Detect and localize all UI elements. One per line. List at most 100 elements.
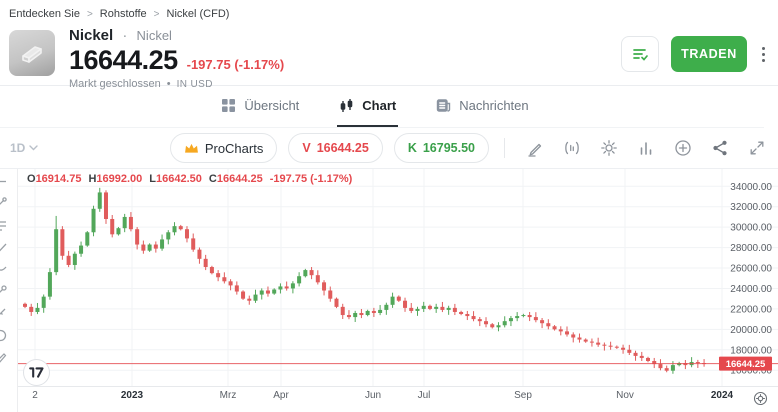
chart-type-icon[interactable] xyxy=(637,139,655,157)
close-key: C xyxy=(208,173,217,185)
breadcrumb-item-current: Nickel (CFD) xyxy=(166,8,230,20)
tab-label: Übersicht xyxy=(244,98,300,113)
more-options-icon[interactable] xyxy=(759,43,768,66)
low-value: 16642.50 xyxy=(156,173,202,185)
price-chart[interactable]: 16000.00 18000.00 20000.00 22000.00 24000.00… xyxy=(0,169,778,412)
open-key: O xyxy=(27,173,36,185)
candlestick-icon xyxy=(340,98,353,112)
market-status: Markt geschlossen xyxy=(69,78,161,90)
close-value: 16644.25 xyxy=(216,173,263,185)
tradingview-logo[interactable] xyxy=(23,359,50,386)
breadcrumb: Entdecken Sie > Rohstoffe > Nickel (CFD) xyxy=(0,0,778,22)
legend-change: -197.75 (-1.17%) xyxy=(269,173,353,185)
share-icon[interactable] xyxy=(711,139,729,157)
tab-uebersicht[interactable]: Übersicht xyxy=(219,86,301,127)
svg-text:26000.00: 26000.00 xyxy=(730,264,772,275)
fullscreen-icon[interactable] xyxy=(748,139,766,157)
trend-line-tool-icon[interactable] xyxy=(0,196,8,211)
watchlist-check-icon xyxy=(633,49,648,61)
tradingview-glyph-icon xyxy=(29,367,44,378)
instrument-logo xyxy=(9,30,55,76)
crosshair-tool-icon[interactable] xyxy=(0,174,8,189)
toolbar-divider xyxy=(504,138,505,158)
instrument-info: Nickel · Nickel 16644.25 -197.75 (-1.17%… xyxy=(69,28,621,91)
svg-text:2: 2 xyxy=(32,390,38,401)
open-value: 16914.75 xyxy=(35,173,82,185)
svg-text:Nov: Nov xyxy=(616,390,634,401)
toolbar-right-group: ProCharts V 16644.25 K 16795.50 xyxy=(169,133,766,163)
drawing-toolbar xyxy=(0,169,18,412)
svg-text:2023: 2023 xyxy=(121,390,144,401)
nickel-beam-icon xyxy=(22,46,42,63)
svg-text:Sep: Sep xyxy=(514,390,532,401)
breadcrumb-separator: > xyxy=(153,8,160,20)
tab-nachrichten[interactable]: Nachrichten xyxy=(434,86,530,127)
chart-tool-icons xyxy=(526,139,766,157)
svg-text:16000.00: 16000.00 xyxy=(730,366,772,377)
high-value: 16992.00 xyxy=(96,173,143,185)
wave-tool-icon[interactable] xyxy=(0,262,8,277)
instrument-subtitle: Nickel xyxy=(136,28,172,43)
svg-text:18000.00: 18000.00 xyxy=(730,345,772,356)
svg-text:30000.00: 30000.00 xyxy=(730,223,772,234)
shape-tool-icon[interactable] xyxy=(0,284,8,299)
price-change: -197.75 (-1.17%) xyxy=(186,57,285,72)
grid-icon xyxy=(222,99,236,112)
svg-text:2024: 2024 xyxy=(711,390,734,401)
sell-price: 16644.25 xyxy=(316,141,369,155)
svg-text:32000.00: 32000.00 xyxy=(730,202,772,213)
news-icon xyxy=(437,99,451,112)
svg-text:34000.00: 34000.00 xyxy=(730,182,772,193)
svg-text:24000.00: 24000.00 xyxy=(730,284,772,295)
svg-text:22000.00: 22000.00 xyxy=(730,304,772,315)
instrument-name: Nickel xyxy=(69,27,114,44)
draw-icon[interactable] xyxy=(526,139,544,157)
sell-price-button[interactable]: V 16644.25 xyxy=(288,133,383,163)
tab-chart[interactable]: Chart xyxy=(337,86,399,127)
market-status-row: Markt geschlossen • IN USD xyxy=(69,78,621,90)
chart-toolbar: 1D ProCharts V 16644.25 K 16795.50 xyxy=(0,128,778,169)
settings-gear-icon[interactable] xyxy=(600,139,618,157)
tab-bar: Übersicht Chart Nachrichten xyxy=(0,86,764,128)
current-price-tag xyxy=(719,356,772,371)
trade-button[interactable]: TRADEN xyxy=(671,36,747,72)
header-divider xyxy=(0,85,778,86)
svg-text:Mrz: Mrz xyxy=(220,390,237,401)
instrument-header: Nickel · Nickel 16644.25 -197.75 (-1.17%… xyxy=(0,22,778,90)
breadcrumb-item-discover[interactable]: Entdecken Sie xyxy=(9,8,80,20)
header-actions: TRADEN xyxy=(621,28,768,72)
axis-settings-icon[interactable] xyxy=(753,391,768,411)
circle-tool-icon[interactable] xyxy=(0,328,8,343)
high-key: H xyxy=(88,173,97,185)
procharts-button[interactable]: ProCharts xyxy=(169,133,278,163)
current-price: 16644.25 xyxy=(69,45,178,75)
candlestick-chart-canvas[interactable]: 16000.00 18000.00 20000.00 22000.00 24000.00… xyxy=(0,169,778,412)
buy-price: 16795.50 xyxy=(422,141,475,155)
indicators-icon[interactable] xyxy=(563,139,581,157)
currency-note: IN USD xyxy=(176,78,213,90)
svg-text:Jul: Jul xyxy=(418,390,431,401)
price-row: 16644.25 -197.75 (-1.17%) xyxy=(69,45,621,76)
buy-price-button[interactable]: K 16795.50 xyxy=(393,133,489,163)
sell-label: V xyxy=(302,141,311,155)
measure-tool-icon[interactable] xyxy=(0,306,8,321)
instrument-title-row: Nickel · Nickel xyxy=(69,28,621,44)
svg-text:28000.00: 28000.00 xyxy=(730,243,772,254)
add-circle-icon[interactable] xyxy=(674,139,692,157)
svg-text:Apr: Apr xyxy=(273,390,289,401)
svg-text:Jun: Jun xyxy=(365,390,381,401)
low-key: L xyxy=(149,173,157,185)
pattern-tool-icon[interactable] xyxy=(0,240,8,255)
svg-text:16644.25: 16644.25 xyxy=(726,359,766,370)
breadcrumb-separator: > xyxy=(86,8,93,20)
brush-tool-icon[interactable] xyxy=(0,350,8,365)
interval-selector[interactable]: 1D xyxy=(10,141,39,155)
crown-icon xyxy=(184,143,198,153)
fib-tool-icon[interactable] xyxy=(0,218,8,233)
breadcrumb-item-commodities[interactable]: Rohstoffe xyxy=(99,8,147,20)
procharts-label: ProCharts xyxy=(204,140,264,156)
tab-label: Nachrichten xyxy=(459,98,529,113)
buy-label: K xyxy=(407,141,417,155)
svg-text:20000.00: 20000.00 xyxy=(730,325,772,336)
add-to-watchlist-button[interactable] xyxy=(621,36,659,72)
